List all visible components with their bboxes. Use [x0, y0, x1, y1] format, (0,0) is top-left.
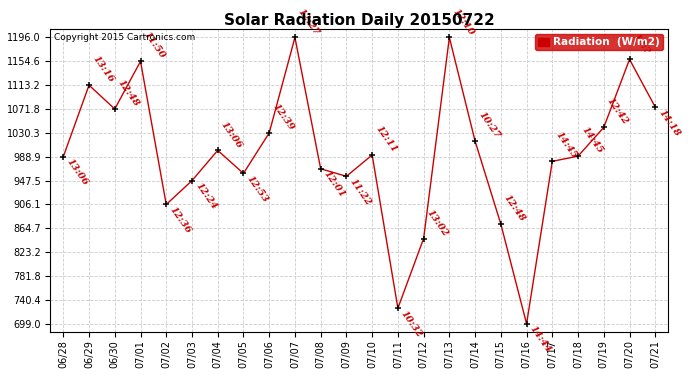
Text: 12:24: 12:24 [193, 181, 218, 212]
Text: 12:42: 12:42 [605, 96, 630, 127]
Legend: Radiation  (W/m2): Radiation (W/m2) [535, 34, 663, 50]
Text: 12:39: 12:39 [270, 102, 295, 132]
Text: 14:45: 14:45 [580, 125, 604, 156]
Text: 13:06: 13:06 [65, 158, 90, 188]
Title: Solar Radiation Daily 20150722: Solar Radiation Daily 20150722 [224, 13, 495, 28]
Text: 11:22: 11:22 [348, 177, 373, 207]
Text: 13:06: 13:06 [219, 120, 244, 150]
Text: Copyright 2015 Cartronics.com: Copyright 2015 Cartronics.com [54, 33, 195, 42]
Text: 12:10: 12:10 [451, 7, 475, 37]
Text: 12:01: 12:01 [322, 170, 347, 200]
Text: 11:50: 11:50 [141, 30, 167, 61]
Text: 12:53: 12:53 [245, 174, 270, 204]
Text: 10:32: 10:32 [400, 309, 424, 339]
Text: 14:44: 14:44 [528, 324, 553, 355]
Text: 12:11: 12:11 [373, 124, 398, 154]
Text: 13:02: 13:02 [425, 208, 450, 238]
Text: 14:45: 14:45 [553, 130, 578, 161]
Text: 13:16: 13:16 [90, 54, 115, 84]
Text: 10:?: 10:? [631, 32, 651, 56]
Text: 12:27: 12:27 [296, 7, 321, 37]
Text: 12:48: 12:48 [116, 78, 141, 108]
Text: 14:18: 14:18 [657, 108, 682, 138]
Text: 12:36: 12:36 [168, 205, 193, 236]
Text: 12:48: 12:48 [502, 193, 527, 224]
Text: 10:27: 10:27 [476, 110, 502, 141]
